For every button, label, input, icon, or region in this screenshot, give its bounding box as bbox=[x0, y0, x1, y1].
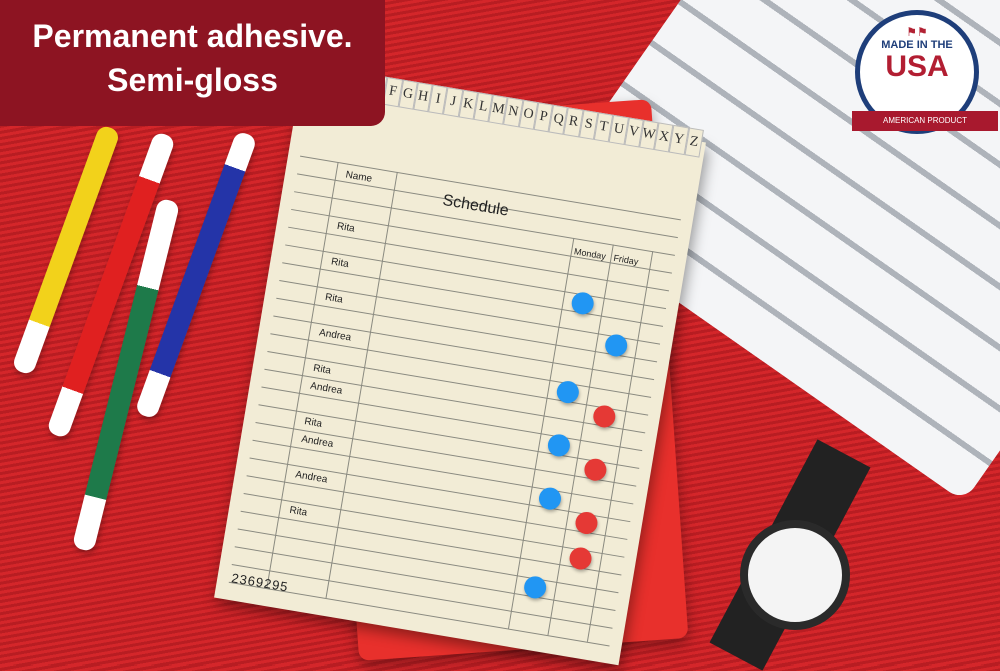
blue-sticker-dot bbox=[546, 432, 572, 459]
schedule-sheet: EFGHIJKLMNOPQRSTUVWXYZ RitaRitaRitaAndre… bbox=[214, 74, 706, 666]
grid-line bbox=[231, 564, 613, 629]
grid-column-line bbox=[507, 237, 575, 629]
badge-ribbon: AMERICAN PRODUCT bbox=[852, 111, 998, 131]
red-sticker-dot bbox=[567, 545, 594, 572]
schedule-title: Schedule bbox=[441, 191, 510, 220]
tab-Z: Z bbox=[684, 127, 704, 158]
made-in-usa-badge: ⚑⚑ MADE IN THE USA AMERICAN PRODUCT bbox=[852, 10, 998, 134]
name-entry: Rita bbox=[324, 291, 344, 306]
serial-number: 2369295 bbox=[230, 570, 290, 595]
blue-sticker-dot bbox=[522, 574, 548, 601]
badge-top-text: MADE IN THE bbox=[881, 39, 953, 51]
blue-sticker-dot bbox=[537, 485, 563, 512]
wristwatch bbox=[740, 520, 850, 630]
banner-line-2: Semi-gloss bbox=[107, 62, 278, 98]
banner-line-1: Permanent adhesive. bbox=[32, 18, 353, 54]
badge-usa-text: USA bbox=[885, 50, 949, 83]
flags-icon: ⚑⚑ bbox=[906, 25, 928, 39]
yellow-pen bbox=[11, 124, 121, 376]
grid-line bbox=[240, 510, 622, 576]
feature-banner: Permanent adhesive. Semi-gloss bbox=[0, 0, 385, 126]
name-entry: Rita bbox=[288, 504, 308, 519]
grid-line bbox=[234, 546, 616, 611]
name-entry: Rita bbox=[312, 362, 332, 377]
friday-header: Friday bbox=[612, 252, 640, 267]
grid-line bbox=[237, 528, 619, 594]
red-sticker-dot bbox=[591, 403, 617, 430]
grid-line bbox=[243, 492, 625, 558]
blue-sticker-dot bbox=[603, 332, 629, 359]
name-entry: Andrea bbox=[300, 433, 335, 451]
name-entry: Rita bbox=[336, 220, 356, 235]
blue-sticker-dot bbox=[555, 379, 581, 405]
name-entry: Rita bbox=[330, 256, 350, 271]
red-sticker-dot bbox=[573, 510, 600, 536]
red-sticker-dot bbox=[582, 457, 609, 483]
name-entry: Rita bbox=[303, 416, 323, 430]
blue-sticker-dot bbox=[570, 290, 596, 316]
